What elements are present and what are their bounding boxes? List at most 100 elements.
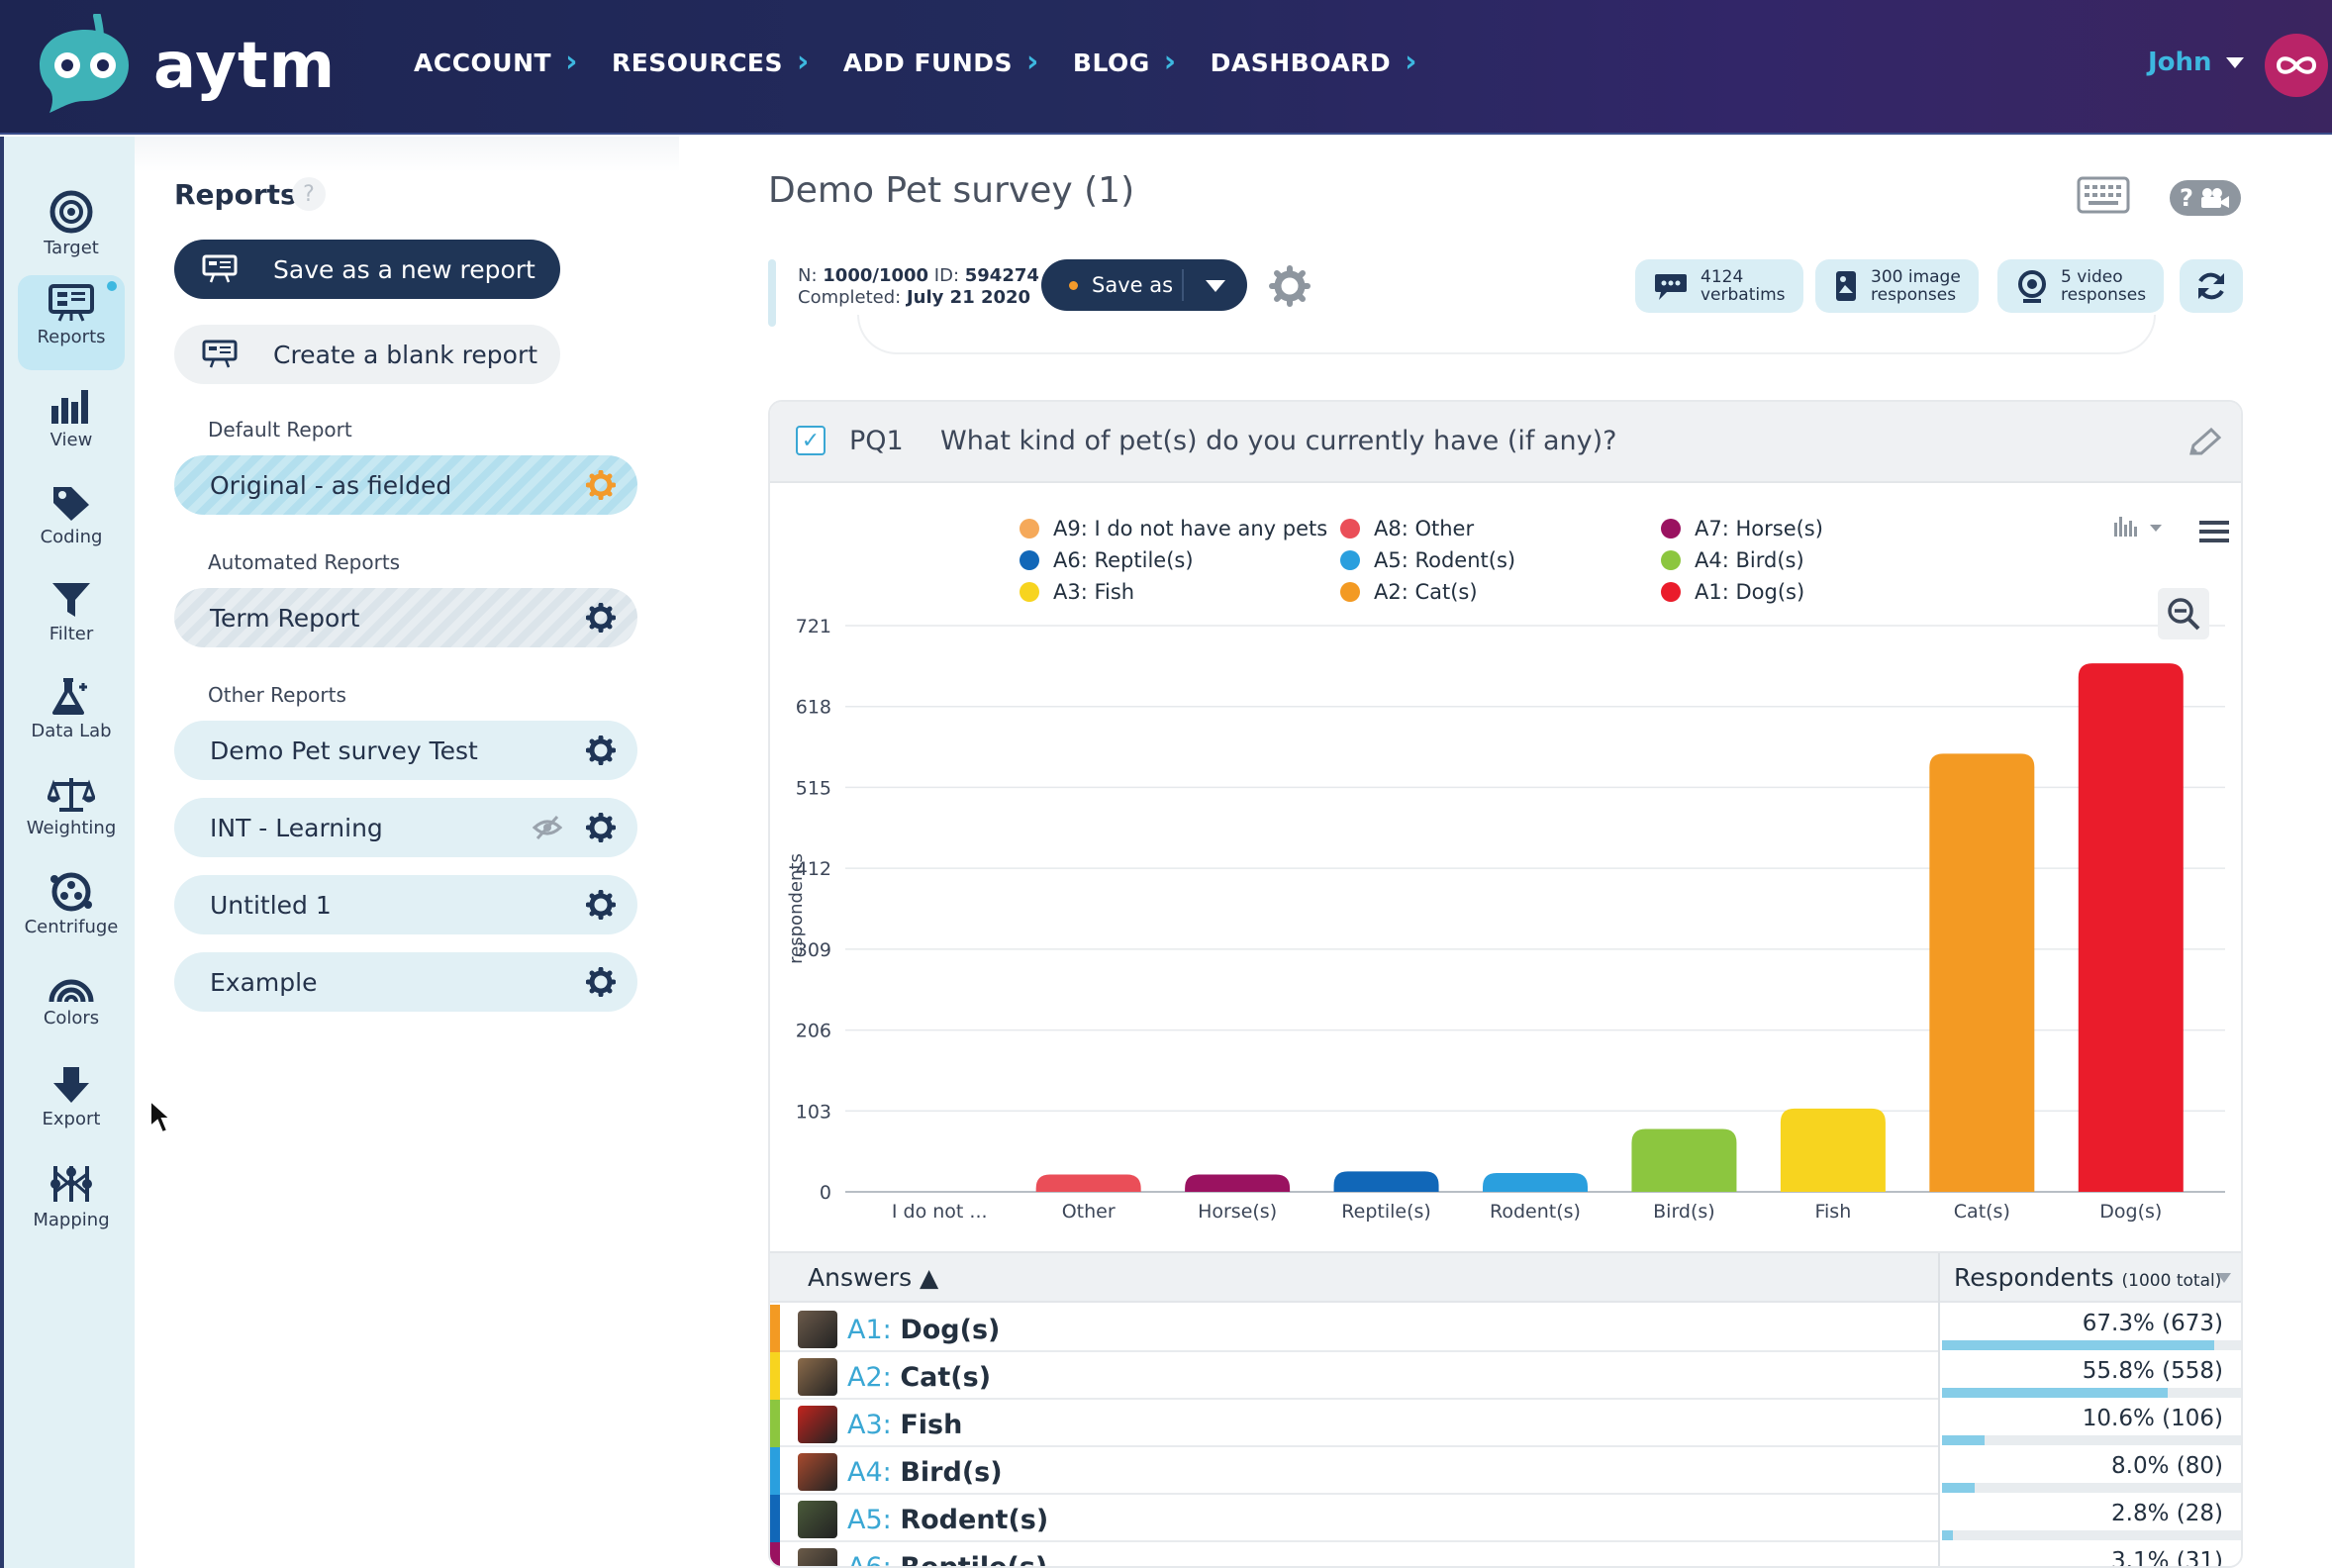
answer-name: Reptile(s): [900, 1552, 1048, 1568]
row-color-bar: [770, 1447, 780, 1495]
report-item-label: Original - as fielded: [210, 470, 452, 500]
rail-label-view: View: [49, 430, 93, 450]
chart-bar[interactable]: [1185, 1174, 1291, 1192]
rail-item-colors[interactable]: Colors: [18, 960, 125, 1043]
image-responses-count: 300 image: [1871, 267, 1961, 287]
image-responses-chip[interactable]: 300 image responses: [1815, 259, 1979, 313]
legend-item[interactable]: A2: Cat(s): [1340, 580, 1661, 604]
legend-item[interactable]: A7: Horse(s): [1661, 517, 1958, 540]
report-item-term[interactable]: Term Report: [174, 588, 637, 647]
rail-item-reports[interactable]: Reports: [18, 275, 125, 370]
legend-item[interactable]: A5: Rodent(s): [1340, 548, 1661, 572]
gear-icon[interactable]: [586, 470, 616, 500]
rail-item-export[interactable]: Export: [18, 1057, 125, 1140]
user-menu[interactable]: John: [2148, 48, 2244, 77]
reports-help-button[interactable]: ?: [292, 177, 326, 211]
nav-blog[interactable]: BLOG ›: [1073, 48, 1177, 77]
chart-bar[interactable]: [1929, 753, 2035, 1192]
rail-item-filter[interactable]: Filter: [18, 572, 125, 655]
settings-gear-icon[interactable]: [1269, 265, 1311, 307]
bar-chart-icon: [51, 390, 88, 424]
legend-color-swatch: [1340, 519, 1360, 539]
legend-item[interactable]: A9: I do not have any pets: [1020, 517, 1340, 540]
table-row[interactable]: A6: Reptile(s) 3.1% (31): [770, 1542, 2241, 1568]
help-video-button[interactable]: ?: [2170, 180, 2241, 216]
id-value: 594274: [964, 265, 1039, 286]
rail-item-target[interactable]: Target: [18, 182, 125, 265]
rail-item-data-lab[interactable]: Data Lab: [18, 669, 125, 752]
report-item-example[interactable]: Example: [174, 952, 637, 1012]
answer-thumbnail[interactable]: [798, 1501, 837, 1538]
legend-item[interactable]: A1: Dog(s): [1661, 580, 1958, 604]
answer-thumbnail[interactable]: [798, 1358, 837, 1396]
table-row[interactable]: A4: Bird(s) 8.0% (80): [770, 1447, 2241, 1495]
gear-icon[interactable]: [586, 890, 616, 920]
legend-item[interactable]: A3: Fish: [1020, 580, 1340, 604]
respondents-column-header[interactable]: Respondents (1000 total): [1938, 1253, 2241, 1305]
report-item-untitled[interactable]: Untitled 1: [174, 875, 637, 934]
gear-icon[interactable]: [586, 603, 616, 633]
keyboard-icon[interactable]: [2077, 176, 2130, 214]
save-as-new-report-button[interactable]: Save as a new report: [174, 240, 560, 299]
report-item-original[interactable]: Original - as fielded: [174, 455, 637, 515]
answer-thumbnail[interactable]: [798, 1453, 837, 1491]
caret-down-icon[interactable]: [1206, 280, 1225, 292]
answer-thumbnail[interactable]: [798, 1548, 837, 1566]
save-as-button[interactable]: Save as: [1041, 259, 1247, 311]
table-row[interactable]: A5: Rodent(s) 2.8% (28): [770, 1495, 2241, 1542]
table-row[interactable]: A1: Dog(s) 67.3% (673): [770, 1305, 2241, 1352]
pencil-icon[interactable]: [2187, 428, 2221, 457]
aytm-logo[interactable]: aytm: [20, 14, 335, 117]
rail-item-view[interactable]: View: [18, 378, 125, 461]
answer-code: A6:: [847, 1552, 892, 1568]
row-color-bar: [770, 1305, 780, 1352]
bar-chart: 0 103 206 309 412 515 618 721 respondents I do no…: [786, 616, 2225, 1223]
gear-icon[interactable]: [586, 813, 616, 842]
nav-resources[interactable]: RESOURCES ›: [612, 48, 810, 77]
chart-bar[interactable]: [1483, 1172, 1588, 1192]
table-row[interactable]: A3: Fish 10.6% (106): [770, 1400, 2241, 1447]
video-responses-chip[interactable]: 5 video responses: [1997, 259, 2165, 313]
refresh-button[interactable]: [2180, 259, 2243, 313]
nav-dashboard[interactable]: DASHBOARD ›: [1211, 48, 1417, 77]
completed-value: July 21 2020: [906, 287, 1031, 308]
answer-thumbnail[interactable]: [798, 1406, 837, 1443]
download-arrow-icon: [53, 1067, 89, 1103]
webcam-icon: [2018, 270, 2046, 303]
report-item-int-learning[interactable]: INT - Learning: [174, 798, 637, 857]
verbatims-chip[interactable]: 4124 verbatims: [1635, 259, 1803, 313]
legend-item[interactable]: A4: Bird(s): [1661, 548, 1958, 572]
legend-item[interactable]: A6: Reptile(s): [1020, 548, 1340, 572]
avatar[interactable]: [2265, 34, 2328, 97]
eye-slash-icon[interactable]: [533, 814, 562, 841]
create-blank-report-button[interactable]: Create a blank report: [174, 325, 560, 384]
zoom-out-button[interactable]: [2158, 588, 2209, 639]
answers-table-header: Answers ▲ Respondents (1000 total): [770, 1251, 2241, 1305]
gear-icon[interactable]: [586, 735, 616, 765]
chevron-right-icon: ›: [1163, 45, 1177, 79]
sort-caret-icon[interactable]: [2217, 1273, 2231, 1283]
table-row[interactable]: A2: Cat(s) 55.8% (558): [770, 1352, 2241, 1400]
answers-column-header[interactable]: Answers ▲: [808, 1263, 939, 1292]
rail-label-weighting: Weighting: [26, 818, 117, 838]
chart-bar[interactable]: [1780, 1108, 1886, 1192]
answer-thumbnail[interactable]: [798, 1311, 837, 1348]
chart-bar[interactable]: [1035, 1174, 1141, 1192]
nav-account[interactable]: ACCOUNT ›: [414, 48, 578, 77]
rail-item-weighting[interactable]: Weighting: [18, 766, 125, 849]
chart-bar[interactable]: [1631, 1128, 1737, 1192]
legend-item[interactable]: A8: Other: [1340, 517, 1661, 540]
report-item-demo-test[interactable]: Demo Pet survey Test: [174, 721, 637, 780]
nav-add-funds[interactable]: ADD FUNDS ›: [843, 48, 1039, 77]
speech-bubble-icon: [1655, 274, 1687, 300]
rail-item-centrifuge[interactable]: Centrifuge: [18, 863, 125, 946]
chart-tools[interactable]: [2110, 513, 2229, 552]
rail-item-coding[interactable]: Coding: [18, 475, 125, 558]
chart-bar[interactable]: [1333, 1171, 1439, 1192]
gear-icon[interactable]: [586, 967, 616, 997]
chart-bar[interactable]: [2078, 663, 2184, 1192]
answer-code: A4:: [847, 1457, 892, 1488]
rail-item-mapping[interactable]: Mapping: [18, 1154, 125, 1237]
logo-mark-icon: [40, 14, 129, 113]
question-checkbox[interactable]: ✓: [796, 426, 826, 455]
